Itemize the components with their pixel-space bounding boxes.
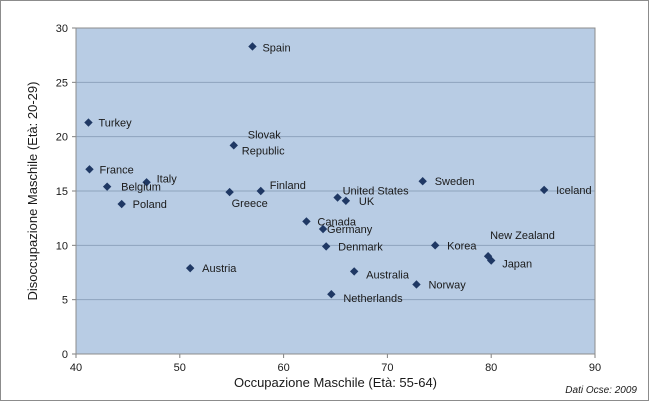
- point-label: Greece: [232, 198, 268, 210]
- x-tick-label: 90: [589, 362, 601, 374]
- y-axis-title: Disoccupazione Maschile (Età: 20-29): [25, 82, 40, 301]
- data-point: [229, 141, 238, 150]
- point-label: Turkey: [98, 118, 132, 130]
- y-tick-label: 20: [56, 132, 68, 144]
- point-label: Korea: [447, 240, 477, 252]
- data-point: [85, 165, 94, 174]
- data-point: [349, 267, 359, 276]
- data-point: [327, 290, 336, 299]
- y-tick-label: 15: [56, 186, 68, 198]
- data-point: [225, 187, 234, 197]
- point-label: Norway: [428, 279, 466, 291]
- point-label: United States: [343, 186, 410, 198]
- data-point: [248, 42, 257, 51]
- data-point: [321, 242, 331, 251]
- x-tick-label: 70: [381, 362, 393, 374]
- y-tick-label: 10: [56, 240, 68, 252]
- data-point: [84, 118, 93, 127]
- y-tick-label: 25: [56, 77, 68, 89]
- point-label: Poland: [133, 199, 167, 211]
- data-point: [102, 182, 112, 191]
- point-label: France: [99, 164, 133, 176]
- y-tick-label: 5: [62, 295, 68, 307]
- point-label: Japan: [502, 259, 532, 271]
- data-point: [318, 224, 328, 234]
- data-point: [412, 280, 421, 289]
- data-point: [185, 263, 195, 273]
- point-label: UK: [359, 196, 375, 208]
- point-label: Italy: [157, 173, 178, 185]
- x-tick-label: 40: [70, 362, 82, 374]
- data-point: [341, 196, 351, 205]
- x-tick-label: 60: [277, 362, 289, 374]
- point-label: Australia: [366, 269, 410, 281]
- point-label: Germany: [327, 224, 373, 236]
- data-point: [256, 186, 265, 196]
- data-point: [302, 217, 311, 226]
- data-point: [539, 185, 549, 195]
- source-note: Dati Ocse: 2009: [565, 385, 637, 396]
- axes: 0 5 10 15 20 25 30 40 50 60 70 80 90: [56, 23, 601, 374]
- data-point: [430, 241, 440, 250]
- point-label: Austria: [202, 263, 237, 275]
- point-label: Republic: [242, 145, 285, 157]
- point-label: Finland: [270, 180, 306, 192]
- data-point: [418, 177, 427, 186]
- data-point: [487, 256, 496, 265]
- point-label: Sweden: [435, 176, 475, 188]
- x-tick-label: 50: [174, 362, 186, 374]
- point-label: Spain: [262, 42, 290, 54]
- data-point: [117, 199, 126, 209]
- point-label: Canada: [317, 216, 356, 228]
- y-tick-label: 0: [62, 349, 68, 361]
- point-label: Belgium: [121, 182, 161, 194]
- point-label: Denmark: [338, 241, 383, 253]
- x-axis-title: Occupazione Maschile (Età: 55-64): [234, 375, 437, 390]
- point-label: Netherlands: [343, 293, 403, 305]
- y-tick-label: 30: [56, 23, 68, 35]
- point-label: Iceland: [556, 185, 591, 197]
- data-points: Spain Turkey Slovak Republic France ItalyBelg…: [84, 42, 592, 305]
- point-label: New Zealand: [490, 230, 555, 242]
- data-point: [333, 193, 342, 202]
- data-point: [142, 178, 151, 187]
- point-label: Slovak: [248, 129, 282, 141]
- x-tick-label: 80: [485, 362, 497, 374]
